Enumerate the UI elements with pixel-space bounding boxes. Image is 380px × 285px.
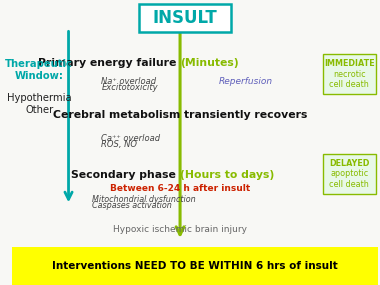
Text: Mitochondrial dysfunction: Mitochondrial dysfunction (92, 195, 196, 204)
Text: Reperfusion: Reperfusion (218, 77, 272, 86)
Text: Hypothermia
Other: Hypothermia Other (7, 93, 71, 115)
Text: Therapeutic
Window:: Therapeutic Window: (5, 59, 73, 81)
Text: Interventions NEED TO BE WITHIN 6 hrs of insult: Interventions NEED TO BE WITHIN 6 hrs of… (52, 260, 337, 271)
FancyBboxPatch shape (323, 54, 376, 94)
FancyBboxPatch shape (323, 154, 376, 194)
Text: Hypoxic ischemic brain injury: Hypoxic ischemic brain injury (113, 225, 247, 234)
Text: ROS, NO: ROS, NO (101, 140, 138, 149)
Text: cell death: cell death (329, 80, 369, 89)
Text: Cerebral metabolism transiently recovers: Cerebral metabolism transiently recovers (53, 110, 307, 121)
Text: Between 6-24 h after insult: Between 6-24 h after insult (110, 184, 250, 193)
Text: (Hours to days): (Hours to days) (180, 170, 274, 180)
Text: Caspases activation: Caspases activation (92, 201, 172, 210)
Text: INSULT: INSULT (152, 9, 217, 27)
Text: Secondary phase: Secondary phase (71, 170, 180, 180)
Text: Na⁺ overload: Na⁺ overload (101, 77, 157, 86)
FancyBboxPatch shape (12, 247, 377, 285)
FancyBboxPatch shape (139, 4, 231, 32)
Text: apoptotic: apoptotic (330, 169, 368, 178)
Text: Ca⁺⁺ overload: Ca⁺⁺ overload (101, 134, 161, 143)
Text: DELAYED: DELAYED (329, 159, 369, 168)
Text: necrotic: necrotic (333, 70, 366, 79)
Text: cell death: cell death (329, 180, 369, 189)
Text: Excitotoxicity: Excitotoxicity (101, 83, 158, 92)
Text: Primary energy failure: Primary energy failure (38, 58, 180, 68)
Text: IMMEDIATE: IMMEDIATE (324, 59, 374, 68)
Text: (Minutes): (Minutes) (180, 58, 239, 68)
